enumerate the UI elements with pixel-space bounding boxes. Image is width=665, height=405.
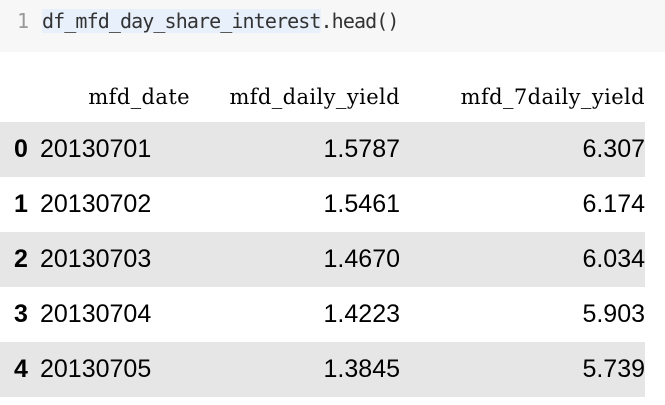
cell-mfd-daily-yield: 1.4223 [323,300,400,328]
output-area: mfd_date mfd_daily_yield mfd_7daily_yiel… [0,52,665,405]
cell-mfd-7daily-yield: 6.307 [582,135,645,163]
cell-mfd-7daily-yield: 6.034 [582,245,645,273]
dataframe-table: mfd_date mfd_daily_yield mfd_7daily_yiel… [0,72,645,397]
row-index: 0 [14,135,28,163]
cell-mfd-daily-yield: 1.3845 [323,355,400,383]
cell-mfd-daily-yield: 1.4670 [323,245,400,273]
index-header [0,72,40,122]
table-row: 2 20130703 1.4670 6.034 [0,232,645,287]
column-header-mfd-daily-yield: mfd_daily_yield [229,85,400,109]
cell-mfd-date: 20130704 [40,300,152,328]
cell-mfd-daily-yield: 1.5787 [323,135,400,163]
row-index: 1 [14,190,28,218]
table-row: 3 20130704 1.4223 5.903 [0,287,645,342]
cell-mfd-date: 20130703 [40,245,152,273]
code-cell[interactable]: 1 df_mfd_day_share_interest.head() [0,0,665,52]
line-number: 1 [17,9,30,33]
table-row: 4 20130705 1.3845 5.739 [0,342,645,397]
cell-mfd-date: 20130701 [40,135,152,163]
cell-mfd-daily-yield: 1.5461 [323,190,400,218]
cell-mfd-7daily-yield: 6.174 [582,190,645,218]
code-method-call: .head() [320,9,400,33]
column-header-mfd-date: mfd_date [88,85,190,109]
code-line[interactable]: df_mfd_day_share_interest.head() [42,8,399,34]
table-row: 0 20130701 1.5787 6.307 [0,122,645,177]
row-index: 3 [14,300,28,328]
cell-mfd-7daily-yield: 5.903 [582,300,645,328]
column-header-mfd-7daily-yield: mfd_7daily_yield [460,85,645,109]
cell-mfd-7daily-yield: 5.739 [582,355,645,383]
table-row: 1 20130702 1.5461 6.174 [0,177,645,232]
row-index: 4 [14,355,28,383]
cell-mfd-date: 20130702 [40,190,152,218]
table-header-row: mfd_date mfd_daily_yield mfd_7daily_yiel… [0,72,645,122]
row-index: 2 [14,245,28,273]
cell-mfd-date: 20130705 [40,355,152,383]
code-variable: df_mfd_day_share_interest [42,9,321,33]
